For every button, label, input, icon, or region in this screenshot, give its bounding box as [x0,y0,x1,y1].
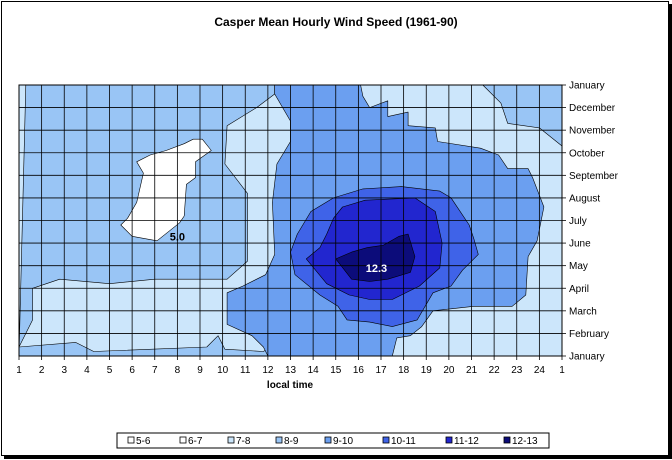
x-tick-label: 21 [466,365,478,376]
legend-label: 6-7 [188,436,203,447]
annotations: 5.0 12.3 [170,231,387,275]
x-axis-ticks: 1 2 3 4 5 6 7 8 9 10 11 12 13 14 15 16 17 18 19 20 21 22 23 24 1 [16,356,565,376]
legend-swatch [127,436,135,444]
y-tick-label: April [569,284,589,295]
x-tick-label: 11 [240,365,251,376]
x-tick-label: 24 [534,365,546,376]
x-tick-label: 22 [489,365,501,376]
legend-box [116,432,550,449]
legend-label: 9-10 [333,436,353,447]
x-tick-label: 7 [152,365,158,376]
x-tick-label: 6 [129,365,135,376]
y-tick-label: December [569,103,616,114]
legend-label: 11-12 [454,436,479,447]
legend-swatch [503,436,511,444]
x-tick-label: 14 [308,365,320,376]
y-tick-label: January [569,352,605,363]
y-tick-label: August [569,193,600,204]
annotation-label: 5.0 [170,231,185,243]
legend-swatch [227,436,235,444]
legend-label: 8-9 [284,436,299,447]
y-axis-ticks: January February March April May June July Augu… [562,81,619,363]
y-tick-label: May [569,261,588,272]
x-tick-label: 10 [217,365,229,376]
y-tick-label: November [569,126,616,137]
x-tick-label: 16 [353,365,365,376]
legend-label: 10-11 [391,436,416,447]
y-tick-label: July [569,216,587,227]
x-tick-label: 1 [559,365,565,376]
y-tick-label: October [569,148,605,159]
x-tick-label: 13 [285,365,297,376]
legend-swatch [324,436,332,444]
x-tick-label: 8 [175,365,181,376]
x-tick-label: 19 [421,365,433,376]
x-tick-label: 3 [61,365,67,376]
legend-label: 7-8 [236,436,251,447]
x-tick-label: 5 [107,365,113,376]
x-tick-label: 4 [84,365,90,376]
chart-title: Casper Mean Hourly Wind Speed (1961-90) [214,15,457,29]
legend-swatch [382,436,390,444]
x-tick-label: 20 [443,365,455,376]
annotation-label: 12.3 [366,263,387,275]
legend-swatch [179,436,187,444]
y-tick-label: September [569,171,619,182]
legend-label: 12-13 [512,436,538,447]
x-tick-label: 23 [511,365,523,376]
band-6-7-region-6 [120,138,212,242]
x-tick-label: 9 [197,365,203,376]
x-tick-label: 1 [16,365,22,376]
x-tick-label: 2 [39,365,45,376]
x-axis-title: local time [267,380,314,391]
legend: 5-6 6-7 7-8 8-9 9-10 10-11 11-12 12-13 [116,432,550,449]
y-tick-label: February [569,329,609,340]
band-12-13-region-5 [335,233,416,282]
x-tick-label: 17 [375,365,387,376]
y-tick-label: January [569,81,605,92]
x-tick-label: 12 [262,365,274,376]
legend-swatch [445,436,453,444]
x-tick-label: 15 [330,365,342,376]
x-tick-label: 18 [398,365,410,376]
legend-label: 5-6 [136,436,151,447]
legend-swatch [275,436,283,444]
y-tick-label: March [569,306,597,317]
y-tick-label: June [569,239,591,250]
